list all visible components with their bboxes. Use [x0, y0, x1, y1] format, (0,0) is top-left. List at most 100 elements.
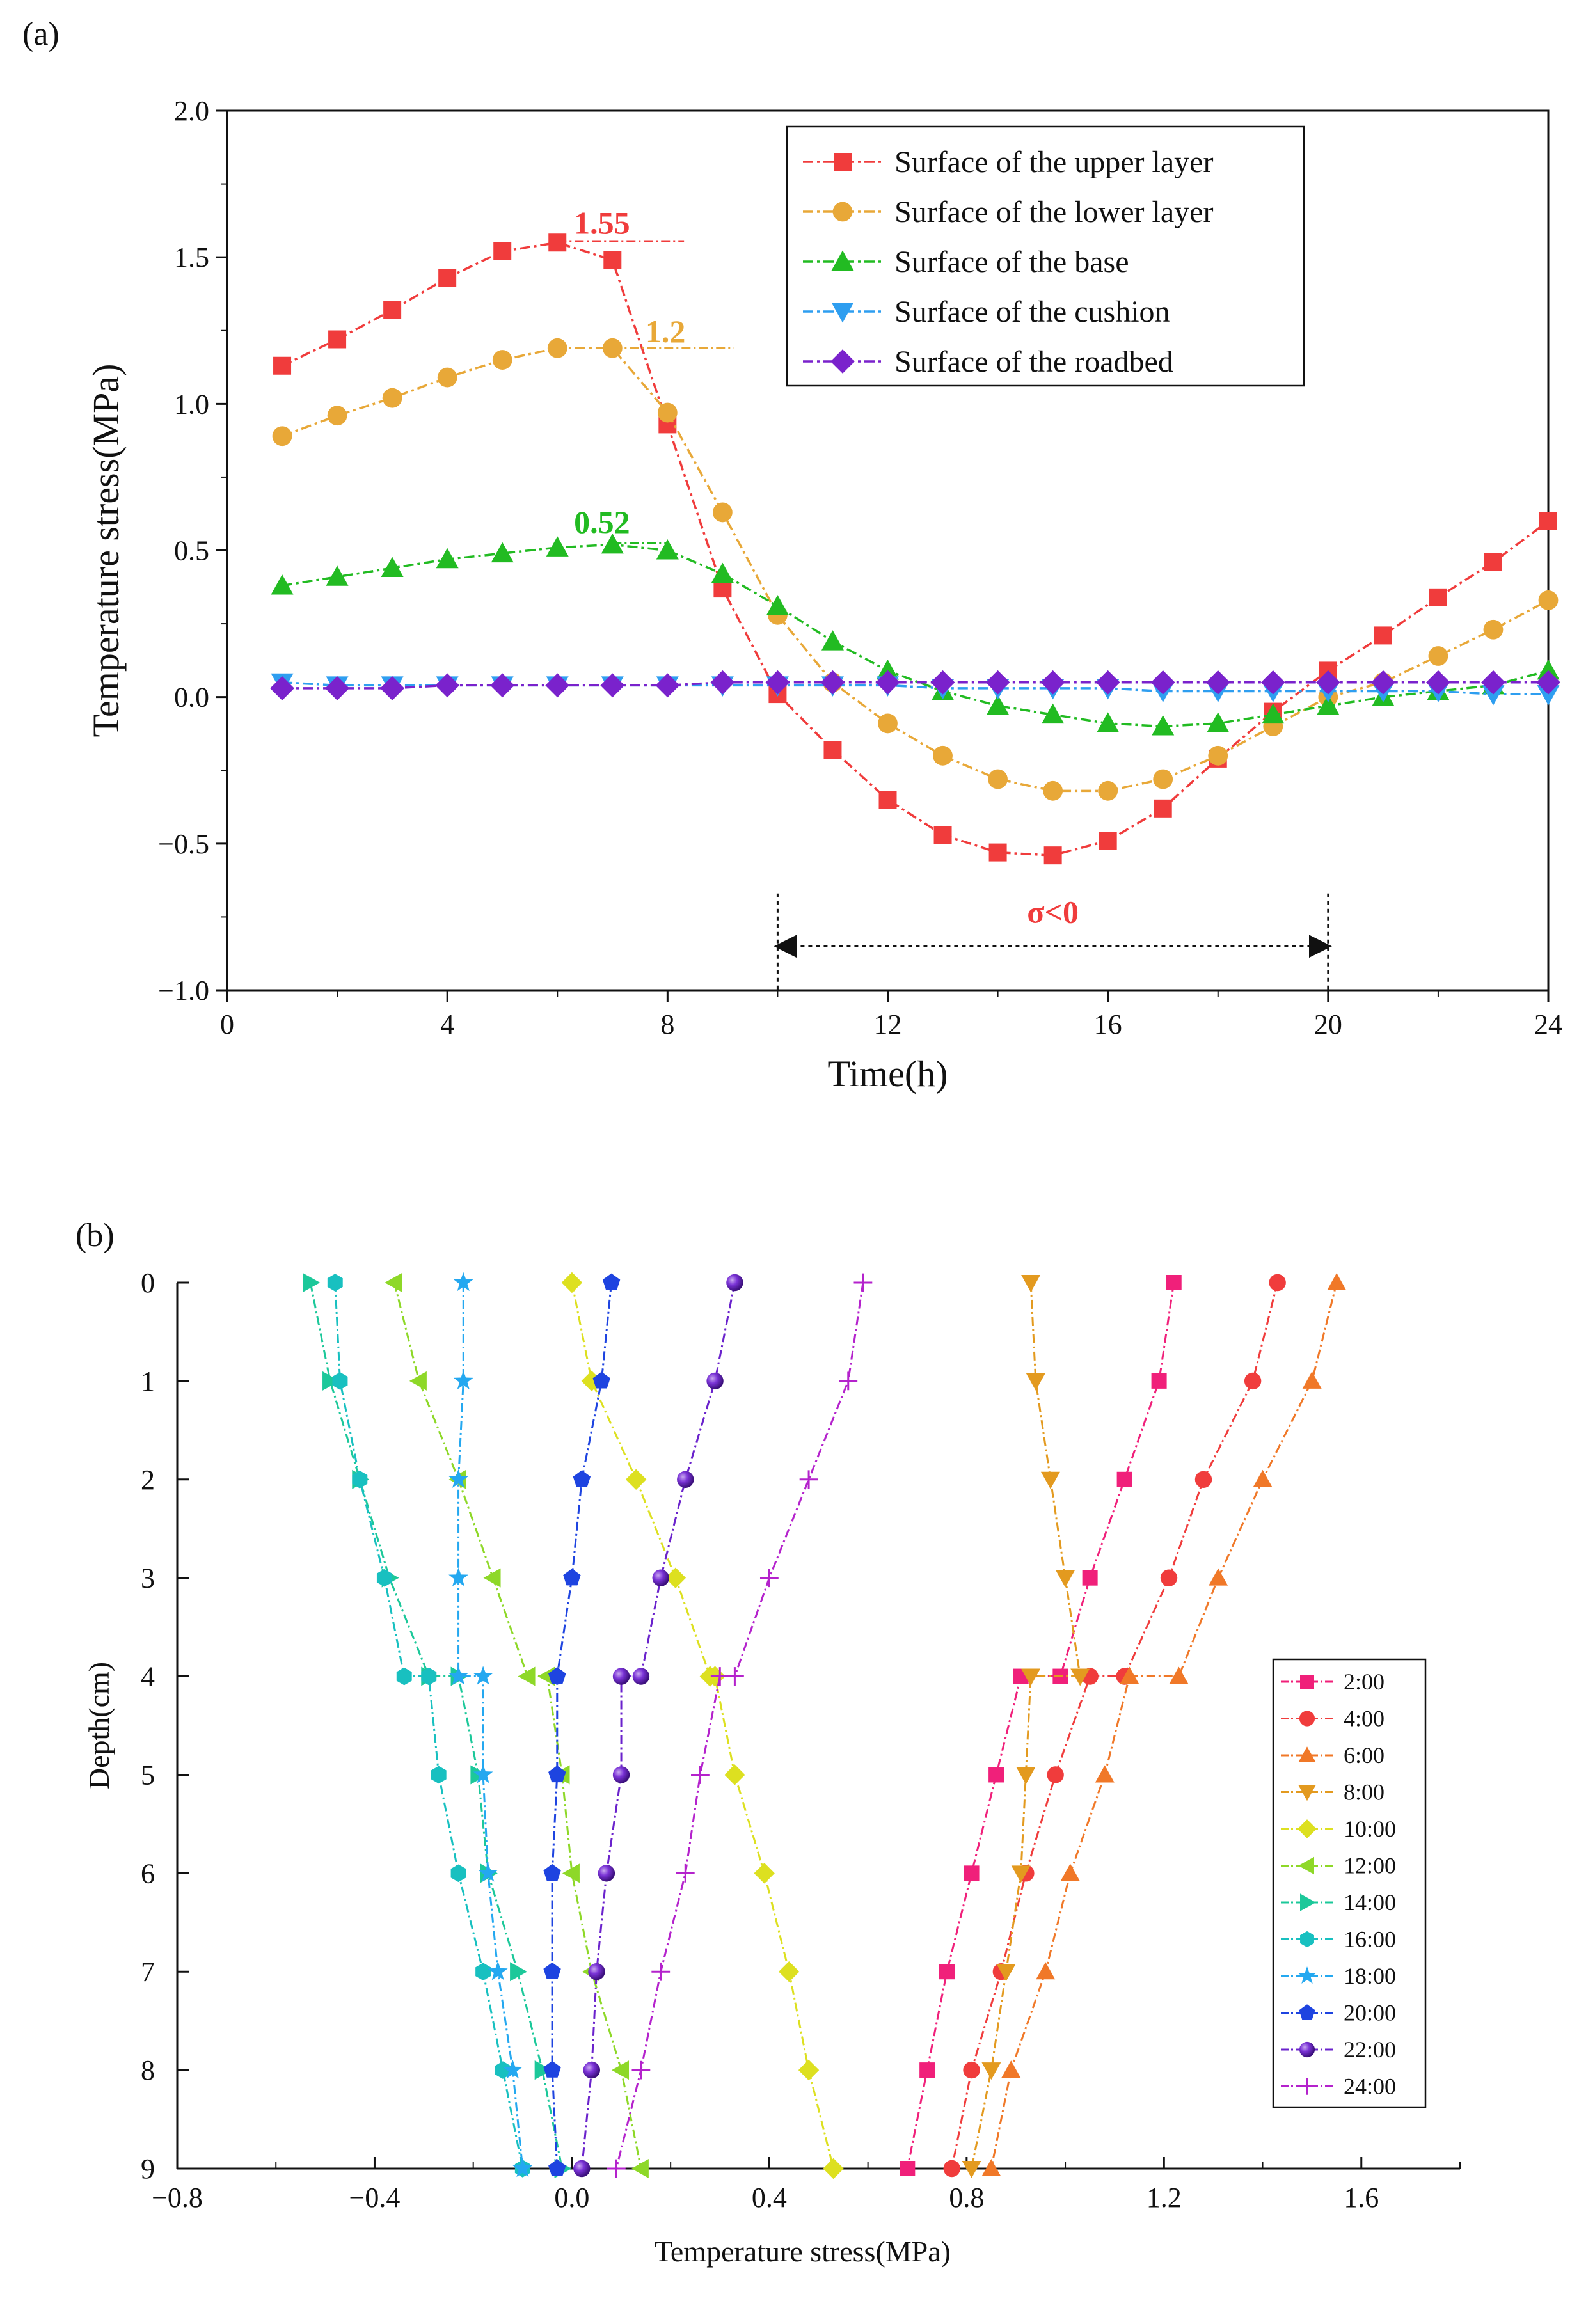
y-tick-label-b: 9	[141, 2153, 155, 2185]
legend-label-b: 2:00	[1344, 1669, 1385, 1695]
data-point-b	[1021, 1275, 1041, 1292]
data-point-a	[1429, 588, 1447, 606]
data-point-b	[409, 1371, 427, 1391]
data-point-a	[490, 673, 515, 698]
data-point-b	[900, 2161, 916, 2176]
data-point-a	[823, 741, 842, 759]
legend-a: Surface of the upper layer Surface of the…	[786, 125, 1305, 387]
data-point-a	[1153, 769, 1173, 789]
data-point-b	[453, 1370, 473, 1389]
data-point-a	[383, 301, 402, 319]
legend-marker-a	[832, 202, 853, 222]
data-point-b	[706, 1372, 724, 1390]
x-tick-label-b: 0.0	[554, 2182, 589, 2213]
series-line-b	[551, 1282, 613, 2169]
data-point-a	[712, 502, 733, 523]
data-point-a	[1374, 626, 1392, 645]
data-point-a	[1040, 670, 1065, 695]
series-b-5	[385, 1273, 649, 2178]
x-tick-label-b: −0.4	[349, 2182, 401, 2213]
data-point-b	[548, 2159, 566, 2176]
data-point-a	[1539, 512, 1557, 530]
legend-marker-b	[1299, 1711, 1315, 1727]
x-tick-label-b: 1.6	[1344, 2182, 1379, 2213]
data-point-b	[1194, 1471, 1212, 1488]
data-point-a	[711, 562, 734, 583]
series-line-b	[393, 1282, 642, 2169]
chart-panel-a: (a) 0 4 8 12 16 20 24 −1.0 −0.5 0.0 0.5 1.0 1.5 2.0 Tim…	[22, 16, 1562, 1095]
data-point-a	[545, 673, 570, 698]
data-point-b	[1016, 1767, 1036, 1785]
data-point-b	[453, 1272, 473, 1292]
y-tick-label-b: 6	[141, 1858, 155, 1889]
data-point-b	[1302, 1371, 1322, 1389]
data-point-a	[273, 356, 292, 375]
data-point-a	[1481, 670, 1505, 695]
legend-label-a: Surface of the base	[894, 245, 1129, 279]
data-point-a	[1537, 685, 1560, 706]
data-point-a	[437, 367, 457, 388]
chart-panel-b: (b) −0.8 −0.4 0.0 0.4 0.8 1.2 1.6 0 1 2 3 4 5 6 7 8 9 Temp…	[75, 1217, 1461, 2268]
y-tick-label-b: 4	[141, 1661, 155, 1693]
data-point-b	[631, 2159, 649, 2178]
data-point-b	[573, 2160, 591, 2178]
data-point-b	[548, 1667, 566, 1684]
data-point-a	[933, 826, 952, 844]
legend-label-b: 16:00	[1344, 1927, 1396, 1952]
data-point-a	[878, 713, 898, 734]
y-tick-label-a: 1.5	[174, 242, 209, 273]
data-point-a	[656, 539, 679, 560]
data-point-b	[352, 1470, 368, 1489]
data-point-a	[1099, 832, 1117, 850]
series-b-11	[607, 1273, 873, 2178]
series-line-a	[282, 681, 1548, 690]
data-point-b	[1209, 1568, 1228, 1586]
series-b-0	[900, 1275, 1182, 2176]
data-point-b	[1056, 1570, 1075, 1588]
series-b-4	[561, 1272, 844, 2179]
legend-frame-b	[1272, 1658, 1427, 2108]
data-point-b	[612, 1766, 630, 1783]
data-point-a	[327, 406, 347, 426]
y-tick-label-a: 2.0	[174, 95, 209, 127]
x-tick-label-b: 1.2	[1147, 2182, 1182, 2213]
data-point-a	[380, 676, 405, 700]
data-point-a	[1315, 670, 1340, 695]
data-point-b	[652, 1569, 669, 1586]
legend-label-a: Surface of the upper layer	[894, 145, 1213, 179]
y-tick-label-b: 1	[141, 1366, 155, 1397]
data-point-a	[1043, 846, 1062, 865]
panel-label-a: (a)	[22, 16, 60, 52]
data-point-a	[710, 670, 735, 695]
data-point-a	[1428, 646, 1448, 666]
data-point-a	[765, 670, 790, 695]
data-point-a	[987, 694, 1010, 715]
data-point-b	[665, 1567, 686, 1588]
data-point-b	[632, 1668, 650, 1685]
data-point-a	[1482, 685, 1505, 706]
data-point-a	[766, 595, 789, 615]
data-point-b	[981, 2159, 1001, 2176]
legend-label-b: 18:00	[1344, 1963, 1396, 1989]
legend-label-a: Surface of the lower layer	[894, 195, 1213, 229]
data-point-b	[488, 1961, 508, 1980]
data-point-a	[657, 402, 678, 423]
panel-label-b: (b)	[75, 1217, 115, 1254]
data-point-a	[1095, 670, 1120, 695]
data-point-a	[436, 548, 459, 569]
data-point-b	[518, 1666, 536, 1686]
data-point-b	[759, 1569, 779, 1588]
data-point-a	[325, 676, 349, 700]
data-point-b	[537, 1666, 555, 1686]
series-b-2	[981, 1273, 1347, 2176]
data-point-a	[985, 670, 1010, 695]
legend-label-b: 4:00	[1344, 1706, 1385, 1732]
data-point-a	[602, 338, 623, 358]
series-a-2	[271, 533, 1560, 736]
data-point-b	[823, 2158, 844, 2179]
data-point-b	[495, 2061, 511, 2079]
data-point-b	[631, 2060, 651, 2080]
legend-marker-a	[834, 153, 852, 171]
data-point-b	[1151, 1373, 1167, 1389]
legend-marker-a	[831, 303, 854, 323]
